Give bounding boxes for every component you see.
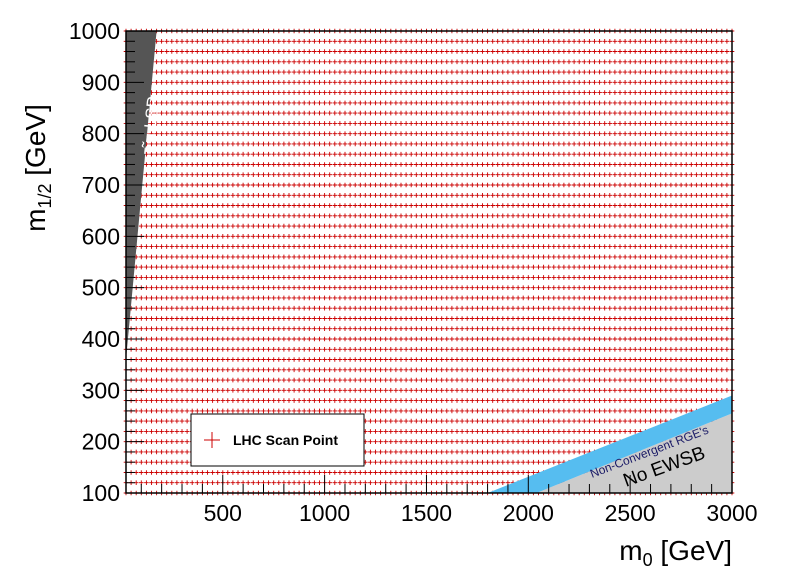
legend: LHC Scan Point [190,413,365,467]
y-tick-label: 300 [82,377,120,403]
y-tick-label: 600 [82,223,120,249]
legend-label: LHC Scan Point [233,432,338,448]
x-tick-label: 2000 [503,500,554,526]
region-1 [536,413,732,493]
y-tick-label: 800 [82,121,120,147]
y-tick-label: 1000 [69,18,120,44]
y-axis-title: m1/2 [GeV] [20,104,55,232]
x-tick-label: 3000 [706,500,757,526]
x-tick-label: 500 [204,500,242,526]
plot-frame [125,30,733,494]
y-tick-label: 700 [82,172,120,198]
y-tick-label: 200 [82,429,120,455]
y-tick-label: 500 [82,275,120,301]
y-tick-label: 100 [82,480,120,506]
y-tick-label: 900 [82,69,120,95]
tick-labels: 500 1000 1500 2000 2500 3000 100 200 300 400 500 60… [69,18,758,526]
legend-marker-plus [204,432,220,448]
x-tick-label: 1500 [401,500,452,526]
region-2 [487,395,732,493]
y-tick-label: 400 [82,326,120,352]
x-tick-label: 2500 [605,500,656,526]
x-axis-title: m0 [GeV] [619,535,732,570]
x-tick-label: 1000 [299,500,350,526]
axis-ticks [126,30,733,494]
